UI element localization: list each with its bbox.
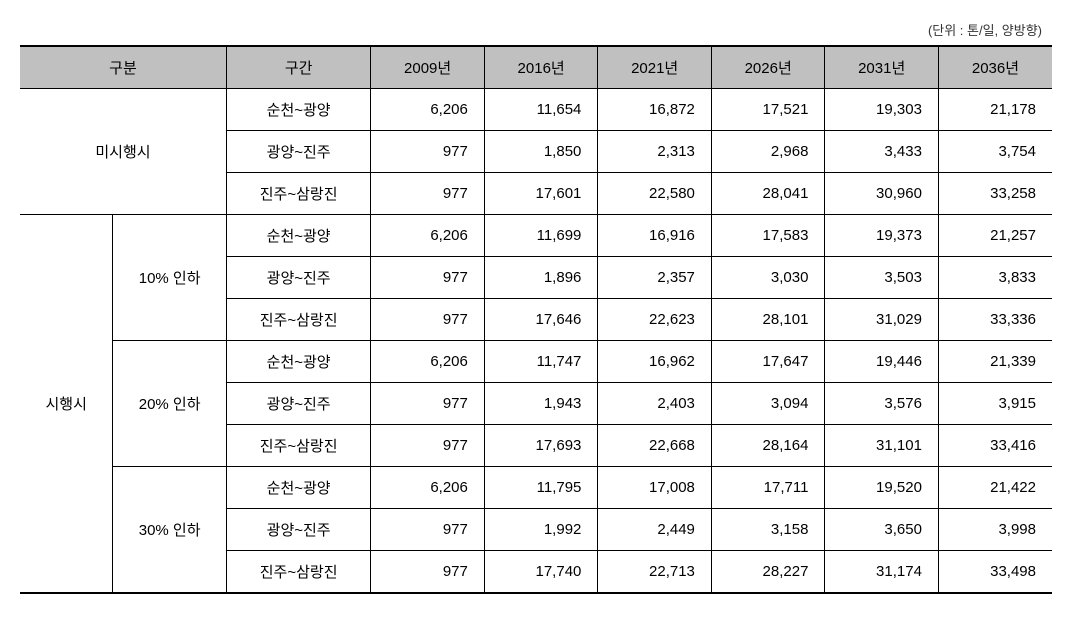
cell: 3,833 bbox=[938, 257, 1052, 299]
cell: 28,041 bbox=[711, 173, 825, 215]
section-s1: 순천~광양 bbox=[226, 467, 370, 509]
cell: 19,303 bbox=[825, 89, 939, 131]
header-year-4: 2031년 bbox=[825, 46, 939, 89]
cell: 21,257 bbox=[938, 215, 1052, 257]
cell: 3,576 bbox=[825, 383, 939, 425]
cell: 31,174 bbox=[825, 551, 939, 594]
cell: 977 bbox=[371, 131, 485, 173]
cell: 3,433 bbox=[825, 131, 939, 173]
section-s1: 순천~광양 bbox=[226, 215, 370, 257]
section-s3: 진주~삼랑진 bbox=[226, 425, 370, 467]
cell: 2,357 bbox=[598, 257, 712, 299]
cell: 2,403 bbox=[598, 383, 712, 425]
cell: 3,650 bbox=[825, 509, 939, 551]
cell: 977 bbox=[371, 425, 485, 467]
cell: 31,029 bbox=[825, 299, 939, 341]
cell: 33,336 bbox=[938, 299, 1052, 341]
cell: 977 bbox=[371, 173, 485, 215]
cell: 19,373 bbox=[825, 215, 939, 257]
cell: 16,916 bbox=[598, 215, 712, 257]
cell: 977 bbox=[371, 383, 485, 425]
header-gubun: 구분 bbox=[20, 46, 226, 89]
section-s2: 광양~진주 bbox=[226, 383, 370, 425]
cell: 19,520 bbox=[825, 467, 939, 509]
section-s3: 진주~삼랑진 bbox=[226, 299, 370, 341]
header-year-1: 2016년 bbox=[484, 46, 598, 89]
cell: 28,164 bbox=[711, 425, 825, 467]
header-year-5: 2036년 bbox=[938, 46, 1052, 89]
cell: 977 bbox=[371, 299, 485, 341]
cell: 31,101 bbox=[825, 425, 939, 467]
cell: 1,943 bbox=[484, 383, 598, 425]
cell: 30,960 bbox=[825, 173, 939, 215]
cell: 17,647 bbox=[711, 341, 825, 383]
cell: 6,206 bbox=[371, 341, 485, 383]
cell: 17,008 bbox=[598, 467, 712, 509]
section-s3: 진주~삼랑진 bbox=[226, 551, 370, 594]
section-s2: 광양~진주 bbox=[226, 257, 370, 299]
cat-sihaeng: 시행시 bbox=[20, 215, 113, 594]
cell: 3,030 bbox=[711, 257, 825, 299]
cell: 11,654 bbox=[484, 89, 598, 131]
cell: 3,998 bbox=[938, 509, 1052, 551]
cell: 16,962 bbox=[598, 341, 712, 383]
cell: 977 bbox=[371, 257, 485, 299]
cell: 22,668 bbox=[598, 425, 712, 467]
cell: 17,583 bbox=[711, 215, 825, 257]
cell: 11,795 bbox=[484, 467, 598, 509]
cat-discount20: 20% 인하 bbox=[113, 341, 227, 467]
cell: 3,094 bbox=[711, 383, 825, 425]
cell: 17,646 bbox=[484, 299, 598, 341]
cell: 3,754 bbox=[938, 131, 1052, 173]
data-table: 구분 구간 2009년 2016년 2021년 2026년 2031년 2036… bbox=[20, 45, 1052, 594]
cell: 6,206 bbox=[371, 215, 485, 257]
section-s1: 순천~광양 bbox=[226, 341, 370, 383]
cell: 28,101 bbox=[711, 299, 825, 341]
unit-label: (단위 : 톤/일, 양방향) bbox=[20, 20, 1052, 39]
section-s2: 광양~진주 bbox=[226, 509, 370, 551]
cell: 2,968 bbox=[711, 131, 825, 173]
section-s1: 순천~광양 bbox=[226, 89, 370, 131]
cell: 3,915 bbox=[938, 383, 1052, 425]
cell: 17,601 bbox=[484, 173, 598, 215]
cell: 19,446 bbox=[825, 341, 939, 383]
cell: 17,521 bbox=[711, 89, 825, 131]
cell: 21,339 bbox=[938, 341, 1052, 383]
cell: 977 bbox=[371, 509, 485, 551]
cell: 33,258 bbox=[938, 173, 1052, 215]
cell: 17,693 bbox=[484, 425, 598, 467]
cat-discount10: 10% 인하 bbox=[113, 215, 227, 341]
cat-misihaeng: 미시행시 bbox=[20, 89, 226, 215]
section-s2: 광양~진주 bbox=[226, 131, 370, 173]
header-year-3: 2026년 bbox=[711, 46, 825, 89]
cell: 22,623 bbox=[598, 299, 712, 341]
cell: 16,872 bbox=[598, 89, 712, 131]
cell: 17,711 bbox=[711, 467, 825, 509]
cell: 1,992 bbox=[484, 509, 598, 551]
cell: 977 bbox=[371, 551, 485, 594]
cell: 2,313 bbox=[598, 131, 712, 173]
cell: 22,580 bbox=[598, 173, 712, 215]
header-year-2: 2021년 bbox=[598, 46, 712, 89]
cell: 21,178 bbox=[938, 89, 1052, 131]
cell: 1,896 bbox=[484, 257, 598, 299]
cell: 21,422 bbox=[938, 467, 1052, 509]
cell: 3,158 bbox=[711, 509, 825, 551]
cell: 28,227 bbox=[711, 551, 825, 594]
cell: 6,206 bbox=[371, 467, 485, 509]
cell: 3,503 bbox=[825, 257, 939, 299]
cell: 33,416 bbox=[938, 425, 1052, 467]
header-year-0: 2009년 bbox=[371, 46, 485, 89]
cell: 33,498 bbox=[938, 551, 1052, 594]
cell: 11,747 bbox=[484, 341, 598, 383]
cell: 6,206 bbox=[371, 89, 485, 131]
cell: 1,850 bbox=[484, 131, 598, 173]
cell: 2,449 bbox=[598, 509, 712, 551]
header-section: 구간 bbox=[226, 46, 370, 89]
cell: 22,713 bbox=[598, 551, 712, 594]
cell: 17,740 bbox=[484, 551, 598, 594]
cell: 11,699 bbox=[484, 215, 598, 257]
section-s3: 진주~삼랑진 bbox=[226, 173, 370, 215]
cat-discount30: 30% 인하 bbox=[113, 467, 227, 594]
